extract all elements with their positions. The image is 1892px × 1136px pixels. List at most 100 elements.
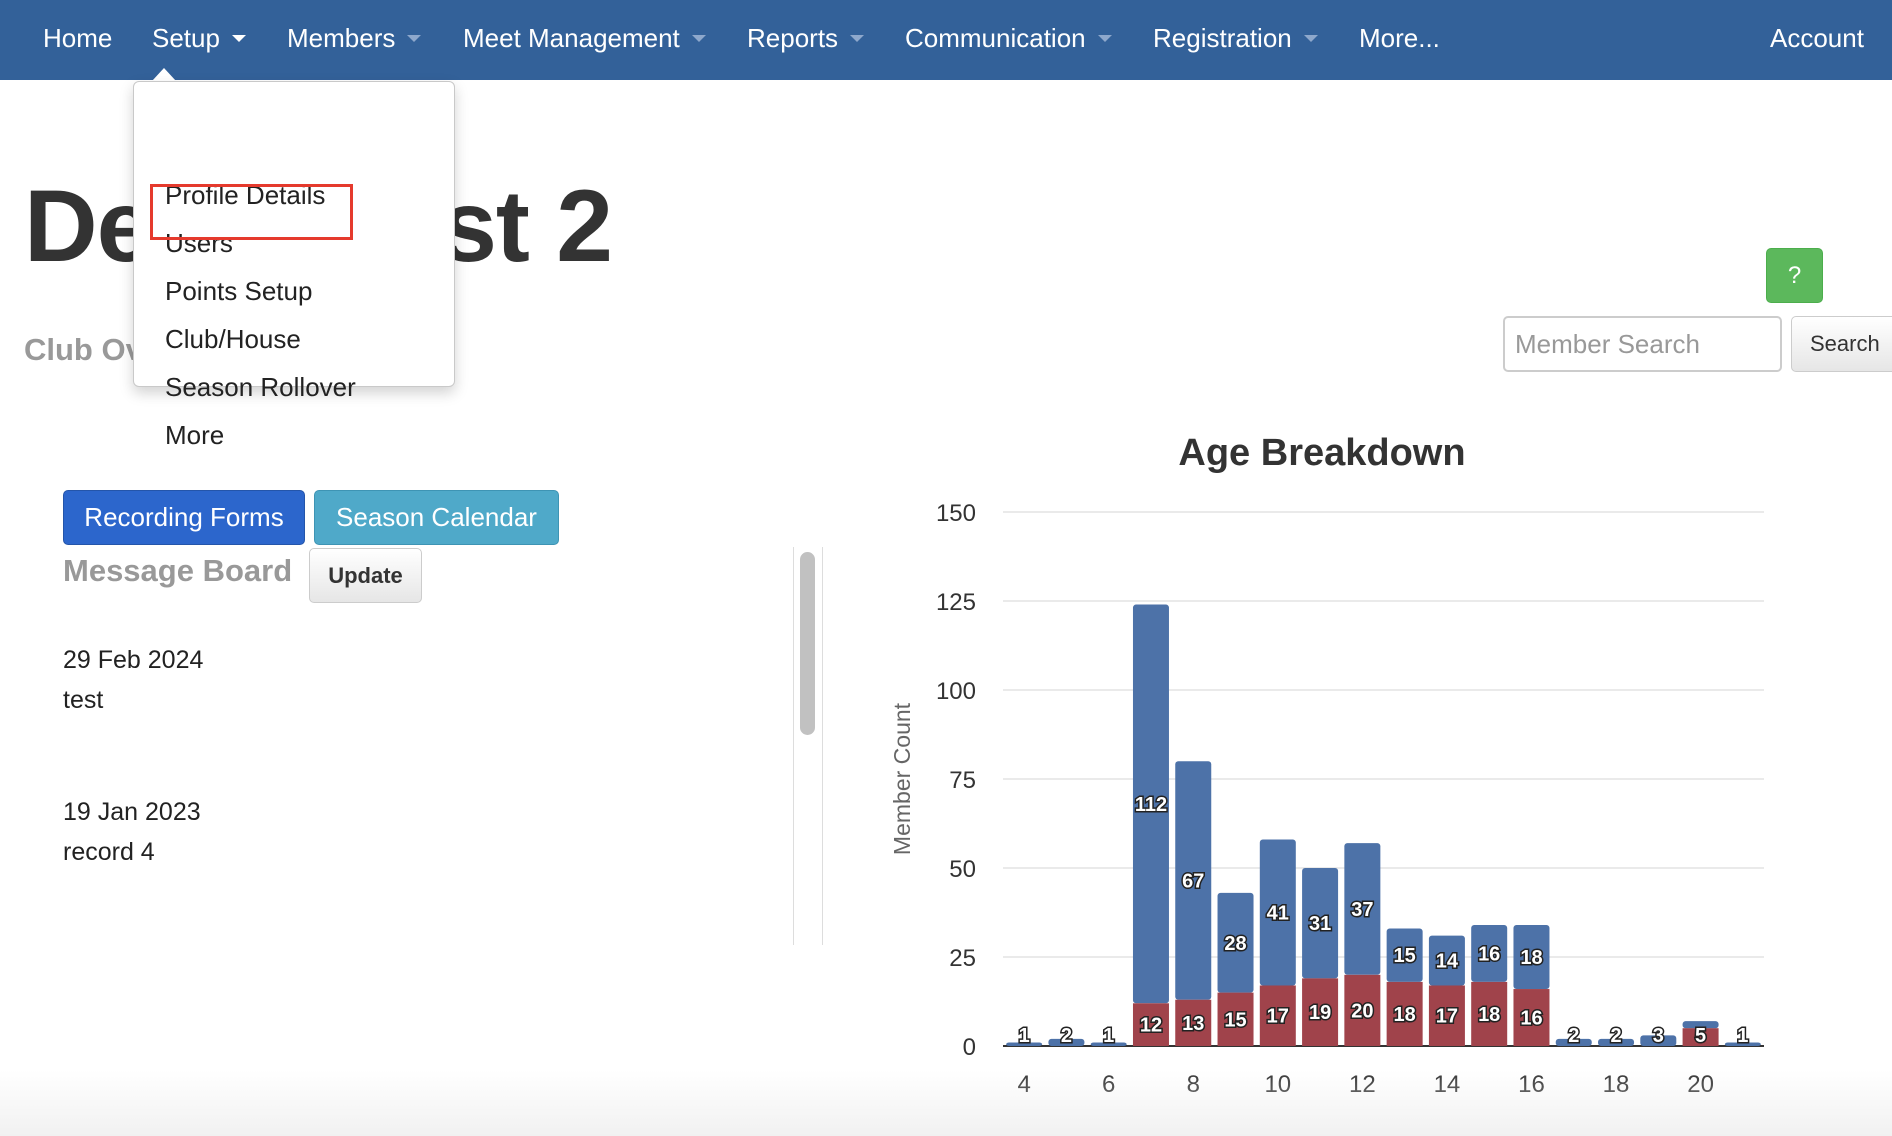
message-board-scrollbar[interactable] (793, 547, 823, 945)
season-calendar-button[interactable]: Season Calendar (314, 490, 559, 545)
nav-communication[interactable]: Communication (905, 0, 1112, 76)
x-tick-label: 12 (1349, 1071, 1376, 1098)
bar-segment-blue (1048, 1038, 1085, 1046)
nav-home[interactable]: Home (43, 0, 112, 76)
bar-segment-blue (1217, 892, 1254, 993)
bar-segment-red (1344, 974, 1381, 1046)
nav-account[interactable]: Account (1770, 0, 1864, 76)
data-label: 2 (1568, 1025, 1579, 1047)
x-tick-label: 4 (1017, 1071, 1030, 1098)
bar-segment-red (1513, 989, 1550, 1046)
data-label: 2 (1610, 1025, 1621, 1047)
age-breakdown-chart: Age Breakdown Member Count 0 25 50 75 100 125 15… (880, 420, 1800, 1110)
x-tick-label: 8 (1187, 1071, 1200, 1098)
bar-segment-blue (1682, 1021, 1719, 1029)
nav-members[interactable]: Members (287, 0, 422, 76)
bar-segment-blue (1090, 1042, 1127, 1046)
bar-segment-red (1217, 992, 1254, 1046)
nav-more[interactable]: More... (1359, 0, 1440, 76)
data-label: 3 (1653, 1025, 1664, 1047)
nav-setup[interactable]: Setup (152, 0, 246, 76)
bar-segment-blue (1555, 1038, 1592, 1046)
bar-segment-red (1302, 978, 1339, 1046)
caret-down-icon (691, 34, 706, 42)
data-label: 15 (1224, 1009, 1246, 1031)
data-label: 37 (1351, 899, 1373, 921)
y-tick-label: 0 (963, 1034, 976, 1061)
data-label: 112 (1135, 794, 1167, 816)
member-search-input[interactable] (1503, 316, 1782, 372)
menu-item-users[interactable]: Users (165, 228, 233, 258)
x-tick-label: 14 (1434, 1071, 1461, 1098)
data-label: 31 (1309, 913, 1331, 935)
nav-more-label: More... (1359, 23, 1440, 53)
scrollbar-thumb[interactable] (800, 552, 815, 735)
caret-down-icon (231, 34, 246, 42)
data-label: 1 (1737, 1025, 1748, 1047)
y-tick-label: 75 (949, 767, 976, 794)
bar-segment-red (1386, 981, 1423, 1046)
data-label: 18 (1394, 1004, 1416, 1026)
nav-registration-label: Registration (1153, 23, 1292, 53)
highlight-box (150, 184, 353, 240)
data-label: 2 (1061, 1025, 1072, 1047)
nav-reports-label: Reports (747, 23, 839, 53)
data-label: 18 (1520, 947, 1542, 969)
x-tick-label: 18 (1603, 1071, 1630, 1098)
menu-item-points-setup[interactable]: Points Setup (165, 276, 313, 306)
nav-reports[interactable]: Reports (747, 0, 865, 76)
help-button[interactable]: ? (1766, 248, 1823, 303)
update-button[interactable]: Update (309, 548, 422, 603)
nav-meet-management[interactable]: Meet Management (463, 0, 706, 76)
menu-item-club-house[interactable]: Club/House (165, 324, 301, 354)
data-label: 14 (1436, 951, 1459, 973)
data-label: 67 (1182, 870, 1204, 892)
bar-segment-blue (1132, 604, 1169, 1004)
message-date: 19 Jan 2023 (63, 798, 201, 826)
data-label: 5 (1695, 1025, 1706, 1047)
y-axis-label: Member Count (889, 702, 915, 855)
x-tick-label: 10 (1264, 1071, 1291, 1098)
caret-down-icon (407, 34, 422, 42)
nav-registration[interactable]: Registration (1153, 0, 1318, 76)
x-tick-label: 16 (1518, 1071, 1545, 1098)
data-label: 1 (1019, 1025, 1030, 1047)
recording-forms-button[interactable]: Recording Forms (63, 490, 305, 545)
data-label: 16 (1478, 943, 1500, 965)
nav-home-label: Home (43, 23, 113, 53)
data-label: 12 (1140, 1015, 1162, 1037)
bar-segment-blue (1386, 928, 1423, 982)
nav-members-label: Members (287, 23, 396, 53)
top-navbar: Home Setup Members Meet Management Repor… (0, 0, 1892, 80)
y-tick-label: 100 (936, 678, 976, 705)
data-label: 19 (1309, 1002, 1331, 1024)
search-button[interactable]: Search (1791, 316, 1892, 372)
bar-segment-blue (1513, 924, 1550, 990)
nav-meet-management-label: Meet Management (463, 23, 680, 53)
message-text: test (63, 686, 104, 714)
nav-communication-label: Communication (905, 23, 1086, 53)
data-label: 18 (1478, 1004, 1500, 1026)
bar-segment-blue (1175, 761, 1212, 1000)
menu-item-season-rollover[interactable]: Season Rollover (165, 372, 356, 402)
bar-segment-blue (1302, 868, 1339, 979)
message-text: record 4 (63, 838, 155, 866)
nav-account-label: Account (1770, 23, 1864, 53)
dropdown-arrow (152, 68, 176, 81)
bar-segment-blue (1344, 843, 1381, 975)
bar-segment-red (1259, 985, 1296, 1046)
data-label: 16 (1520, 1008, 1542, 1030)
bar-segment-red (1428, 985, 1465, 1046)
data-label: 13 (1182, 1013, 1204, 1035)
x-tick-label: 20 (1687, 1071, 1714, 1098)
caret-down-icon (1303, 34, 1318, 42)
bar-segment-red (1682, 1028, 1719, 1046)
bar-segment-blue (1259, 839, 1296, 986)
chart-title: Age Breakdown (1178, 432, 1465, 474)
menu-item-more[interactable]: More (165, 420, 225, 450)
bar-segment-blue (1428, 935, 1465, 986)
bar-segment-blue (1006, 1042, 1043, 1046)
message-board-title: Message Board (63, 553, 293, 588)
data-label: 17 (1267, 1006, 1289, 1028)
